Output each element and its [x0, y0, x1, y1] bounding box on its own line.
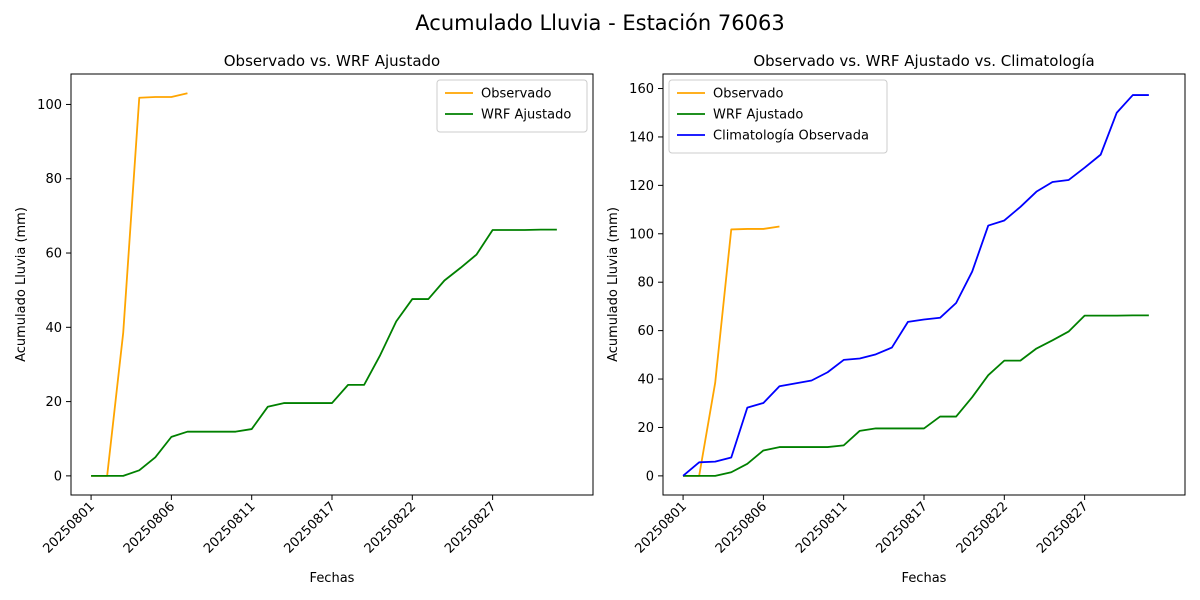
- legend: Observado WRF Ajustado Climatología Observ…: [668, 79, 888, 154]
- y-tick-label: 160: [629, 82, 654, 97]
- legend: Observado WRF Ajustado: [436, 79, 588, 133]
- legend-entry: Climatología Observada: [713, 129, 869, 144]
- axes-frame: [70, 73, 594, 496]
- legend-entry: Observado: [481, 87, 552, 102]
- x-tick-label: 20250801: [633, 499, 690, 556]
- x-tick-label: 20250801: [41, 499, 98, 556]
- x-tick-label: 20250817: [873, 499, 930, 556]
- y-tick-label: 60: [45, 247, 62, 262]
- y-tick-label: 100: [629, 227, 654, 242]
- x-tick-label: 20250827: [442, 499, 499, 556]
- legend-frame: [436, 79, 588, 133]
- y-axis-label: Acumulado Lluvia (mm): [14, 207, 29, 362]
- y-tick-label: 120: [629, 179, 654, 194]
- x-tick-label: 20250806: [713, 499, 770, 556]
- figure-title: Acumulado Lluvia - Estación 76063: [415, 11, 784, 35]
- x-axis-label: Fechas: [310, 571, 355, 586]
- y-tick-label: 80: [637, 276, 654, 291]
- x-axis-label: Fechas: [902, 571, 947, 586]
- y-tick-label: 140: [629, 130, 654, 145]
- y-tick-label: 100: [37, 98, 62, 113]
- series-line-wrf: [683, 314, 1149, 477]
- x-tick-label: 20250811: [793, 499, 850, 556]
- y-axis-label: Acumulado Lluvia (mm): [606, 207, 621, 362]
- y-tick-label: 40: [45, 321, 62, 336]
- y-tick-label: 20: [45, 395, 62, 410]
- x-tick-label: 20250822: [362, 499, 419, 556]
- series-line-climatologia: [682, 94, 1149, 477]
- x-tick-label: 20250806: [121, 499, 178, 556]
- y-tick-label: 60: [637, 324, 654, 339]
- x-tick-label: 20250817: [281, 499, 338, 556]
- y-tick-label: 20: [637, 421, 654, 436]
- y-tick-label: 0: [646, 469, 654, 484]
- legend-entry: Observado: [713, 87, 784, 102]
- series-line-observado: [683, 225, 780, 477]
- y-tick-label: 80: [45, 172, 62, 187]
- x-tick-label: 20250827: [1034, 499, 1091, 556]
- y-tick-label: 40: [637, 373, 654, 388]
- chart-title: Observado vs. WRF Ajustado: [224, 52, 440, 70]
- series-line-observado: [91, 92, 188, 477]
- chart-title: Observado vs. WRF Ajustado vs. Climatolo…: [753, 52, 1094, 70]
- y-tick-label: 0: [54, 469, 62, 484]
- x-tick-label: 20250822: [954, 499, 1011, 556]
- legend-frame: [668, 79, 888, 154]
- legend-entry: WRF Ajustado: [713, 108, 803, 123]
- legend-entry: WRF Ajustado: [481, 108, 571, 123]
- left-chart: 0 20 40 60 80 100 20250801 20250806 20250811 2025…: [14, 52, 594, 586]
- series-line-wrf: [91, 228, 557, 477]
- right-chart: 0 20 40 60 80 100 120 140 160 20250801 20250806 202…: [606, 52, 1186, 586]
- x-tick-label: 20250811: [201, 499, 258, 556]
